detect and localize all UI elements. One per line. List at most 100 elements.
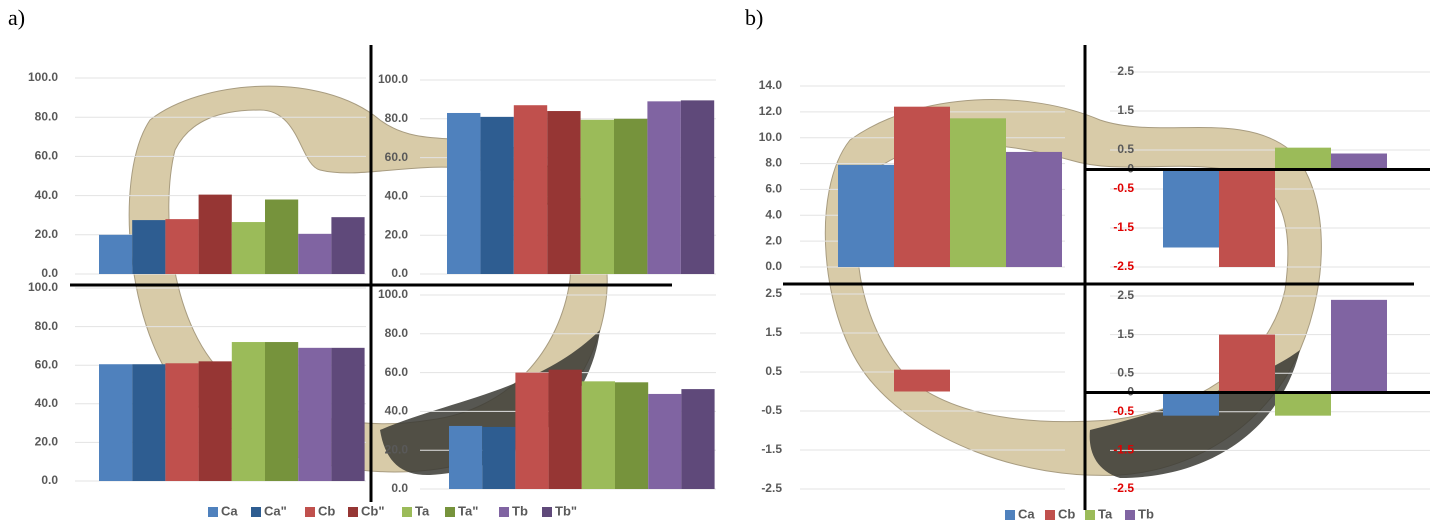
bar (514, 105, 547, 274)
bar (894, 107, 950, 267)
bar (1219, 335, 1275, 393)
bar (199, 361, 232, 481)
legend-swatch (251, 507, 261, 517)
bar (615, 382, 648, 489)
y-tick-label: 60.0 (385, 365, 409, 379)
bar (547, 111, 580, 274)
legend-swatch (1125, 510, 1135, 520)
bar (331, 217, 364, 274)
bar (482, 427, 515, 489)
y-tick-label: 0.0 (765, 259, 782, 273)
bar (894, 370, 950, 392)
bar (1219, 170, 1275, 268)
y-tick-label: 1.5 (765, 325, 782, 339)
legend-label: Ta" (458, 503, 478, 518)
bar (581, 120, 614, 274)
legend-swatch (499, 507, 509, 517)
y-tick-label: -0.5 (1113, 404, 1134, 418)
y-tick-label: -2.5 (1113, 481, 1134, 495)
bar (1275, 393, 1331, 416)
legend-swatch (1045, 510, 1055, 520)
bar (614, 119, 647, 274)
legend-swatch (402, 507, 412, 517)
y-tick-label: 0.0 (41, 266, 58, 280)
bar (449, 426, 482, 489)
bar (681, 100, 714, 274)
y-tick-label: 40.0 (35, 188, 59, 202)
y-tick-label: 8.0 (765, 156, 782, 170)
y-tick-label: 20.0 (35, 435, 59, 449)
y-tick-label: 100.0 (28, 280, 58, 294)
bar (331, 348, 364, 481)
y-tick-label: 60.0 (385, 150, 409, 164)
bar (132, 364, 165, 481)
y-tick-label: -0.5 (1113, 181, 1134, 195)
y-tick-label: 0.5 (1117, 142, 1134, 156)
y-tick-label: 80.0 (35, 319, 59, 333)
y-tick-label: 10.0 (759, 130, 783, 144)
y-tick-label: 2.5 (1117, 64, 1134, 78)
y-tick-label: 0.0 (391, 266, 408, 280)
legend-swatch (1005, 510, 1015, 520)
y-tick-label: 40.0 (385, 189, 409, 203)
legend-label: Ca (1018, 506, 1035, 521)
bar (549, 370, 582, 489)
bar (99, 235, 132, 274)
bar (480, 117, 513, 274)
y-tick-label: -0.5 (761, 403, 782, 417)
y-tick-label: 100.0 (378, 287, 408, 301)
bar (165, 363, 198, 481)
bar (447, 113, 480, 274)
y-tick-label: 80.0 (385, 111, 409, 125)
legend-label: Tb (512, 503, 528, 518)
legend-label: Cb" (361, 503, 385, 518)
legend-label: Ta (415, 503, 430, 518)
bar (1275, 148, 1331, 170)
y-tick-label: -1.5 (761, 442, 782, 456)
y-tick-label: 2.5 (765, 286, 782, 300)
y-tick-label: 2.0 (765, 233, 782, 247)
bar (950, 118, 1006, 267)
panel-label: b) (745, 5, 763, 30)
bar (1163, 393, 1219, 416)
bar (681, 389, 714, 489)
y-tick-label: 1.5 (1117, 103, 1134, 117)
bar (232, 342, 265, 481)
y-tick-label: 1.5 (1117, 327, 1134, 341)
bar (99, 364, 132, 481)
y-tick-label: -1.5 (1113, 443, 1134, 457)
y-tick-label: 100.0 (28, 70, 58, 84)
y-tick-label: 20.0 (385, 227, 409, 241)
y-tick-label: -2.5 (1113, 259, 1134, 273)
y-tick-label: -1.5 (1113, 220, 1134, 234)
bar (199, 195, 232, 274)
y-tick-label: 80.0 (385, 326, 409, 340)
bar (132, 220, 165, 274)
bar (1006, 152, 1062, 267)
bar (1331, 154, 1387, 170)
y-tick-label: 60.0 (35, 149, 59, 163)
legend-label: Ca (221, 503, 238, 518)
y-tick-label: 6.0 (765, 182, 782, 196)
legend-swatch (445, 507, 455, 517)
bar (298, 234, 331, 274)
legend-swatch (208, 507, 218, 517)
bar (265, 200, 298, 274)
bar (232, 222, 265, 274)
y-tick-label: 2.5 (1117, 288, 1134, 302)
y-tick-label: 40.0 (385, 404, 409, 418)
legend-label: Ta (1098, 506, 1113, 521)
figure: 0.020.040.060.080.0100.00.020.040.060.08… (0, 0, 1434, 523)
legend-swatch (1085, 510, 1095, 520)
y-tick-label: 40.0 (35, 396, 59, 410)
y-tick-label: 4.0 (765, 207, 782, 221)
y-tick-label: 0.0 (391, 481, 408, 495)
legend-swatch (542, 507, 552, 517)
bar (582, 381, 615, 489)
legend-swatch (348, 507, 358, 517)
y-tick-label: 20.0 (385, 442, 409, 456)
bar (838, 165, 894, 267)
legend-label: Tb" (555, 503, 577, 518)
legend-label: Cb (318, 503, 335, 518)
y-tick-label: 0.5 (765, 364, 782, 378)
